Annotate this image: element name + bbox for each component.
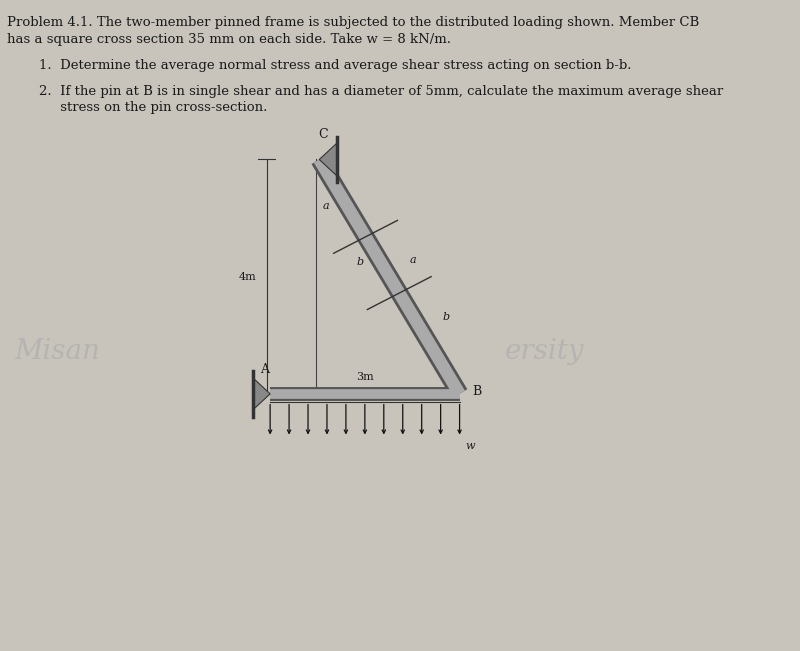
Text: 1.  Determine the average normal stress and average shear stress acting on secti: 1. Determine the average normal stress a… [38, 59, 631, 72]
Text: Misan: Misan [14, 338, 100, 365]
Text: has a square cross section 35 mm on each side. Take w = 8 kN/m.: has a square cross section 35 mm on each… [7, 33, 451, 46]
Text: Problem 4.1. The two-member pinned frame is subjected to the distributed loading: Problem 4.1. The two-member pinned frame… [7, 16, 699, 29]
Polygon shape [253, 378, 270, 410]
Text: ersity: ersity [505, 338, 585, 365]
Text: 4m: 4m [238, 271, 256, 282]
Text: a: a [410, 255, 416, 266]
Text: C: C [318, 128, 327, 141]
Text: w: w [465, 441, 474, 450]
Text: stress on the pin cross-section.: stress on the pin cross-section. [38, 101, 267, 114]
Text: A: A [260, 363, 269, 376]
Text: B: B [472, 385, 482, 398]
Text: 2.  If the pin at B is in single shear and has a diameter of 5mm, calculate the : 2. If the pin at B is in single shear an… [38, 85, 723, 98]
Polygon shape [319, 143, 337, 176]
Text: a: a [322, 201, 330, 211]
Text: 3m: 3m [356, 372, 374, 382]
Text: b: b [356, 257, 363, 268]
Text: b: b [443, 312, 450, 322]
